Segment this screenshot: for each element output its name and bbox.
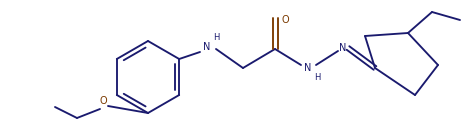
- Text: O: O: [99, 96, 107, 106]
- Text: N: N: [204, 42, 211, 52]
- Text: H: H: [314, 74, 320, 83]
- Text: H: H: [213, 34, 219, 43]
- Text: O: O: [281, 15, 289, 25]
- Text: N: N: [304, 63, 312, 73]
- Text: N: N: [339, 43, 347, 53]
